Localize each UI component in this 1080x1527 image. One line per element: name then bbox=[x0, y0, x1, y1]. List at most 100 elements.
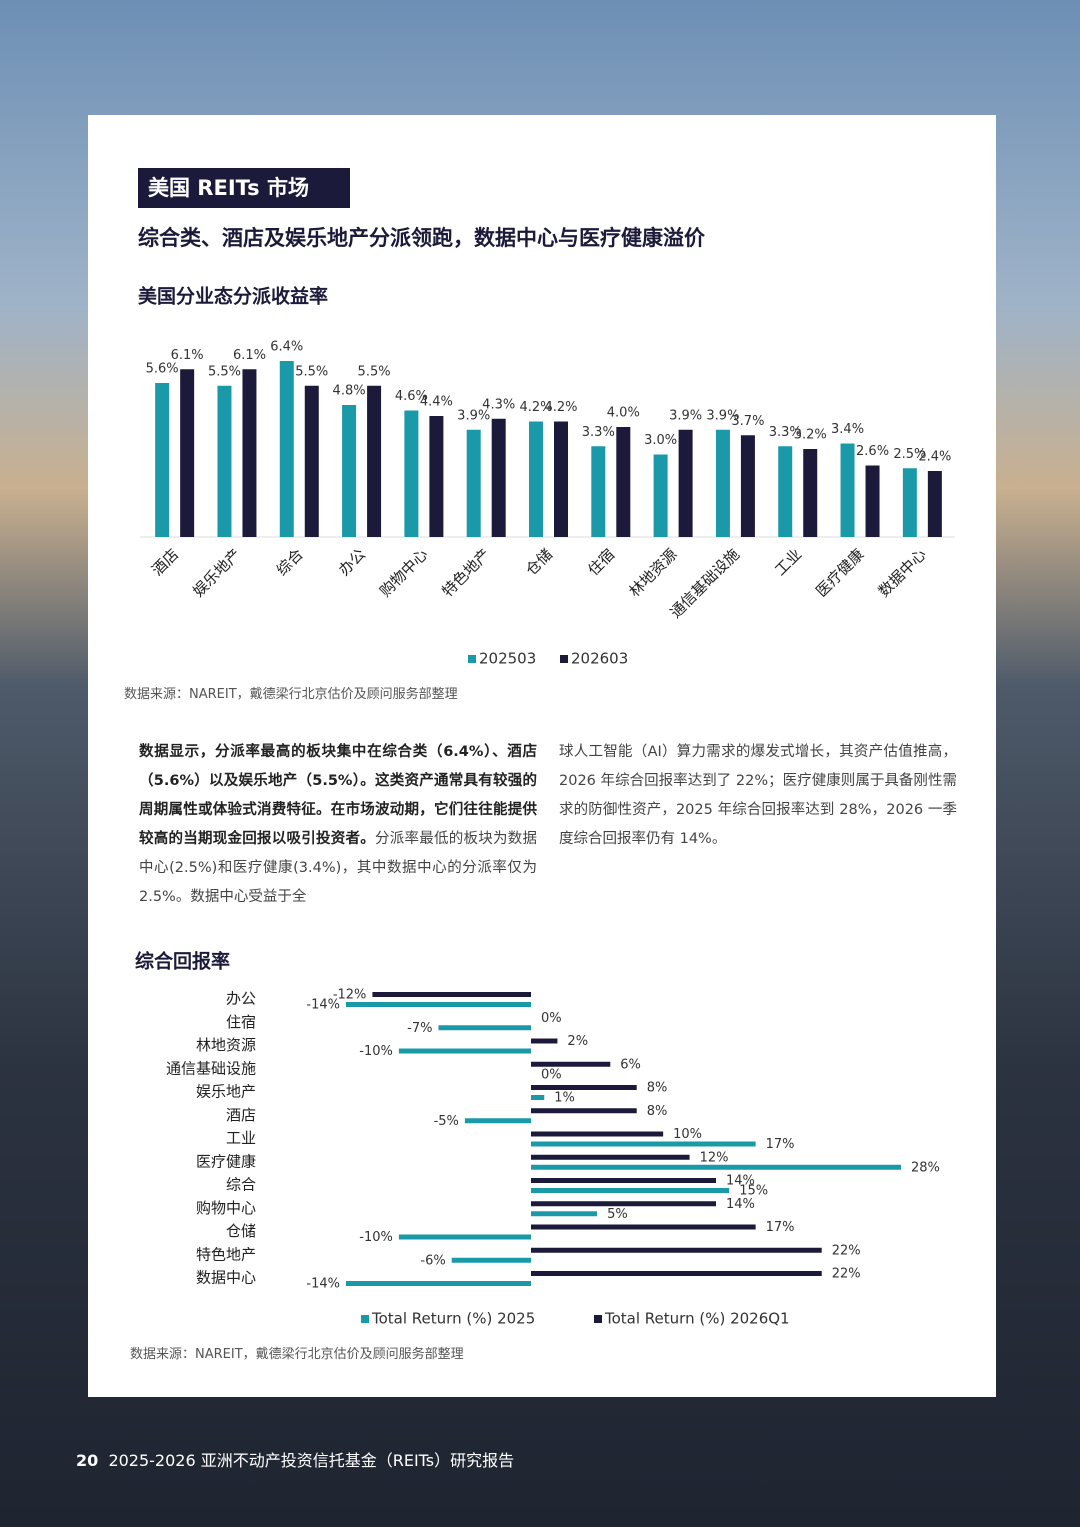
y-tick-label: 工业 bbox=[226, 1129, 256, 1147]
bar bbox=[466, 429, 481, 537]
y-tick-label: 住宿 bbox=[226, 1013, 256, 1031]
y-tick-label: 仓储 bbox=[226, 1222, 256, 1240]
body-left: 数据显示，分派率最高的板块集中在综合类（6.4%）、酒店（5.6%）以及娱乐地产… bbox=[139, 738, 537, 912]
footer-title: 2025-2026 亚洲不动产投资信托基金（REITs）研究报告 bbox=[108, 1451, 515, 1470]
bar bbox=[464, 1118, 531, 1124]
page-number: 20 bbox=[76, 1451, 99, 1470]
body-text: 分派率最低的板块为数据中心(2.5%)和医疗健康(3.4%)，其中数据中心的分派… bbox=[139, 831, 537, 905]
value-label: 3.3% bbox=[769, 425, 802, 440]
y-tick-label: 办公 bbox=[226, 990, 256, 1008]
bar bbox=[242, 369, 257, 537]
value-label: 0% bbox=[541, 1011, 562, 1026]
value-label: 14% bbox=[726, 1197, 755, 1212]
bar bbox=[346, 1002, 531, 1007]
bar bbox=[429, 416, 444, 537]
legend-swatch bbox=[560, 655, 568, 663]
x-tick-label: 酒店 bbox=[148, 545, 182, 579]
value-label: 4.0% bbox=[607, 406, 640, 421]
bar bbox=[346, 1281, 531, 1286]
value-label: 3.9% bbox=[669, 408, 702, 423]
bar bbox=[715, 429, 730, 537]
value-label: 5.5% bbox=[208, 364, 241, 379]
bar bbox=[653, 454, 668, 537]
value-label: 2.5% bbox=[893, 447, 926, 462]
value-label: 4.8% bbox=[333, 384, 366, 399]
legend-label: Total Return (%) 2026Q1 bbox=[604, 1310, 790, 1328]
bar bbox=[531, 1154, 690, 1160]
legend-swatch bbox=[594, 1315, 602, 1323]
value-label: 22% bbox=[832, 1243, 861, 1258]
bar bbox=[531, 1188, 730, 1193]
value-label: 5.6% bbox=[146, 362, 179, 377]
y-tick-label: 医疗健康 bbox=[196, 1152, 256, 1170]
headline: 综合类、酒店及娱乐地产分派领跑，数据中心与医疗健康溢价 bbox=[138, 226, 705, 250]
chart-title: 综合回报率 bbox=[135, 950, 230, 973]
bar bbox=[740, 435, 755, 537]
value-label: 8% bbox=[647, 1081, 668, 1096]
y-tick-label: 特色地产 bbox=[196, 1245, 256, 1263]
bar bbox=[902, 468, 917, 537]
value-label: 12% bbox=[700, 1150, 729, 1165]
value-label: -7% bbox=[407, 1021, 432, 1036]
value-label: -5% bbox=[434, 1114, 459, 1129]
bar bbox=[531, 1095, 545, 1100]
bar bbox=[531, 1201, 716, 1207]
bar bbox=[591, 446, 606, 537]
x-tick-label: 工业 bbox=[771, 545, 805, 579]
y-tick-label: 购物中心 bbox=[196, 1199, 256, 1217]
value-label: 10% bbox=[673, 1127, 702, 1142]
value-label: -10% bbox=[359, 1230, 393, 1245]
bar bbox=[840, 443, 855, 537]
bar bbox=[531, 1141, 756, 1147]
bar bbox=[279, 361, 294, 537]
bar bbox=[531, 1061, 611, 1067]
legend-label: Total Return (%) 2025 bbox=[371, 1310, 535, 1328]
bar bbox=[451, 1257, 531, 1263]
value-label: -6% bbox=[420, 1253, 445, 1268]
bar bbox=[438, 1025, 531, 1031]
bar bbox=[531, 1271, 822, 1276]
value-label: 3.9% bbox=[706, 408, 739, 423]
bar bbox=[531, 1178, 716, 1183]
x-tick-label: 仓储 bbox=[522, 545, 556, 579]
value-label: 5.5% bbox=[358, 364, 391, 379]
x-tick-label: 娱乐地产 bbox=[189, 545, 244, 600]
legend-label: 202503 bbox=[479, 650, 536, 668]
y-tick-label: 酒店 bbox=[226, 1106, 256, 1124]
value-label: 14% bbox=[726, 1174, 755, 1189]
value-label: -12% bbox=[333, 988, 367, 1003]
value-label: 2.4% bbox=[918, 450, 951, 465]
bar bbox=[217, 385, 232, 537]
value-label: 15% bbox=[739, 1184, 768, 1199]
value-label: 6% bbox=[620, 1057, 641, 1072]
value-label: 1% bbox=[554, 1091, 575, 1106]
bar bbox=[531, 1108, 637, 1114]
value-label: 2% bbox=[567, 1034, 588, 1049]
value-label: 6.4% bbox=[270, 340, 303, 355]
bar bbox=[803, 449, 818, 537]
x-tick-label: 医疗健康 bbox=[812, 545, 867, 600]
bar bbox=[531, 1038, 558, 1044]
x-tick-label: 林地资源 bbox=[625, 545, 680, 600]
value-label: 3.0% bbox=[644, 433, 677, 448]
value-label: 6.1% bbox=[171, 348, 204, 363]
x-tick-label: 购物中心 bbox=[376, 545, 431, 600]
x-tick-label: 办公 bbox=[335, 545, 369, 579]
value-label: 0% bbox=[541, 1067, 562, 1082]
legend-label: 202603 bbox=[571, 650, 628, 668]
y-tick-label: 林地资源 bbox=[196, 1036, 256, 1054]
bar bbox=[372, 992, 531, 997]
value-label: 4.2% bbox=[519, 400, 552, 415]
bar bbox=[531, 1211, 598, 1217]
value-label: 4.4% bbox=[420, 395, 453, 410]
legend-swatch bbox=[361, 1315, 369, 1323]
body-bold: 数据显示，分派率最高的板块集中在综合类（6.4%）、酒店（5.6%）以及娱乐地产… bbox=[139, 744, 537, 847]
x-tick-label: 数据中心 bbox=[875, 545, 930, 600]
bar bbox=[678, 429, 693, 537]
bar bbox=[155, 383, 170, 537]
value-label: 4.2% bbox=[544, 400, 577, 415]
bar bbox=[180, 369, 195, 537]
legend-swatch bbox=[468, 655, 476, 663]
